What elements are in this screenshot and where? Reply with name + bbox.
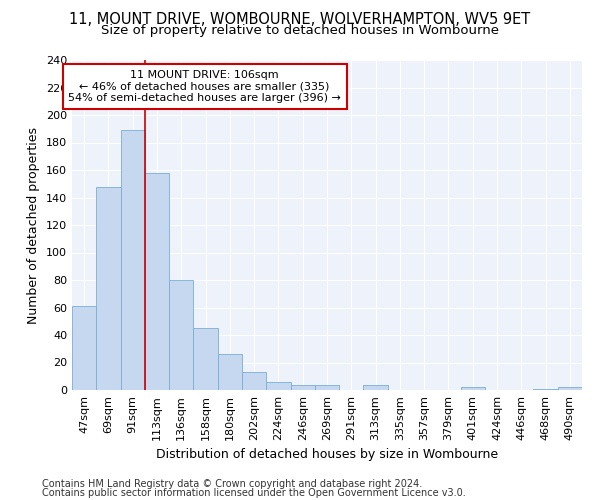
- Bar: [169, 280, 193, 390]
- Bar: [461, 387, 485, 390]
- Bar: [266, 382, 290, 390]
- Bar: [96, 186, 121, 390]
- Bar: [72, 306, 96, 390]
- X-axis label: Distribution of detached houses by size in Wombourne: Distribution of detached houses by size …: [156, 448, 498, 462]
- Text: 11 MOUNT DRIVE: 106sqm
← 46% of detached houses are smaller (335)
54% of semi-de: 11 MOUNT DRIVE: 106sqm ← 46% of detached…: [68, 70, 341, 103]
- Bar: [218, 354, 242, 390]
- Bar: [121, 130, 145, 390]
- Bar: [315, 384, 339, 390]
- Bar: [558, 387, 582, 390]
- Text: 11, MOUNT DRIVE, WOMBOURNE, WOLVERHAMPTON, WV5 9ET: 11, MOUNT DRIVE, WOMBOURNE, WOLVERHAMPTO…: [70, 12, 530, 28]
- Bar: [242, 372, 266, 390]
- Bar: [193, 328, 218, 390]
- Bar: [533, 388, 558, 390]
- Bar: [145, 173, 169, 390]
- Text: Contains HM Land Registry data © Crown copyright and database right 2024.: Contains HM Land Registry data © Crown c…: [42, 479, 422, 489]
- Y-axis label: Number of detached properties: Number of detached properties: [28, 126, 40, 324]
- Text: Contains public sector information licensed under the Open Government Licence v3: Contains public sector information licen…: [42, 488, 466, 498]
- Text: Size of property relative to detached houses in Wombourne: Size of property relative to detached ho…: [101, 24, 499, 37]
- Bar: [364, 384, 388, 390]
- Bar: [290, 384, 315, 390]
